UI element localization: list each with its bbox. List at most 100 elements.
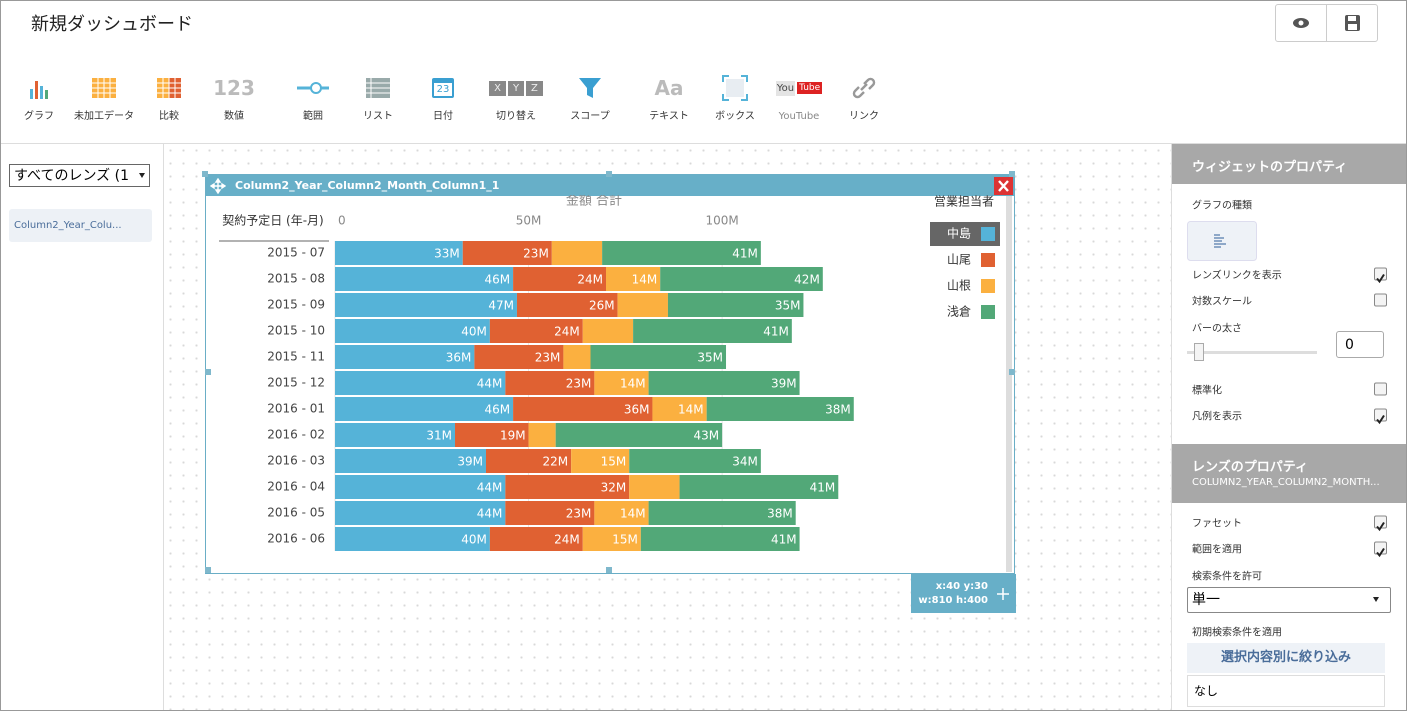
toolbar-icon: Aa [636, 71, 702, 105]
preview-button[interactable] [1276, 5, 1327, 41]
toolbar-item[interactable]: グラフ [6, 71, 72, 123]
lens-item[interactable]: Column2_Year_Colu... [9, 209, 152, 242]
resize-handle[interactable] [1009, 171, 1015, 177]
resize-handle[interactable] [202, 171, 208, 177]
dropdown-arrow [139, 173, 145, 178]
data-label: 46M [484, 403, 510, 417]
search-mode-select[interactable]: 単一 [1187, 587, 1391, 613]
lens-filter-select[interactable]: すべてのレンズ (1 [9, 164, 150, 187]
page-title: 新規ダッシュボード [31, 14, 193, 35]
toolbar-item[interactable]: スコープ [557, 71, 623, 123]
bar-segment [505, 475, 630, 499]
filter-button-text: 選択内容別に絞り込み [1220, 650, 1351, 665]
toolbar-item[interactable]: Aa テキスト [636, 71, 702, 123]
section-title: ウィジェットのプロパティ [1192, 160, 1348, 175]
toolbar-item[interactable]: 範囲 [280, 71, 346, 123]
resize-handle[interactable] [606, 567, 612, 573]
divider [1326, 5, 1327, 41]
lens-panel: すべてのレンズ (1 Column2_Year_Colu... [1, 144, 164, 710]
data-label: 23M [535, 351, 561, 365]
toolbar-item[interactable]: リスト [345, 71, 411, 123]
data-label: 44M [477, 507, 503, 521]
bar-segment [640, 527, 800, 551]
bar-segment [335, 449, 486, 473]
resize-handle[interactable] [205, 567, 211, 573]
toolbar-item[interactable]: 23 日付 [410, 71, 476, 123]
category-label: 2015 - 09 [267, 298, 325, 312]
chart-type-button[interactable] [1187, 221, 1257, 261]
category-label: 2016 - 06 [267, 532, 325, 546]
legend-label[interactable]: 山尾 [947, 253, 971, 267]
bar-segment [335, 241, 463, 265]
data-label: 15M [601, 455, 627, 469]
toolbar-label: YouTube [778, 111, 820, 122]
bar-segment [516, 293, 618, 317]
toolbar-item[interactable]: ボックス [702, 71, 768, 123]
field-label: 範囲を適用 [1192, 544, 1242, 556]
data-label: 41M [732, 247, 758, 261]
close-button[interactable] [994, 177, 1013, 195]
legend-label[interactable]: 中島 [947, 226, 971, 241]
icon-glyph [157, 78, 181, 98]
field-label: バーの太さ [1192, 323, 1242, 335]
toolbar-item[interactable]: You Tube YouTube [766, 71, 832, 123]
checkbox[interactable] [1374, 408, 1387, 425]
toolbar-item[interactable]: リンク [831, 71, 897, 123]
checkbox[interactable] [1374, 541, 1387, 558]
category-label: 2016 - 04 [267, 480, 325, 494]
checkbox[interactable] [1374, 515, 1387, 532]
legend-title: 営業担当者 [934, 195, 994, 209]
checkbox[interactable] [1374, 382, 1387, 396]
toolbar-item[interactable]: 未加工データ [71, 71, 137, 123]
field-label: レンズリンクを表示 [1192, 270, 1282, 282]
icon-glyph [30, 81, 48, 99]
resize-handle[interactable] [205, 369, 211, 375]
check-mark [1376, 547, 1385, 558]
checkbox[interactable] [1374, 293, 1387, 307]
bar-segment [528, 423, 556, 447]
data-label: 34M [732, 455, 758, 469]
toolbar-item[interactable]: 比較 [136, 71, 202, 123]
category-label: 2015 - 12 [267, 376, 325, 390]
checkbox[interactable] [1374, 267, 1387, 284]
field-label: 凡例を表示 [1192, 411, 1242, 423]
widget-title: Column2_Year_Column2_Month_Column1_1 [235, 179, 500, 192]
icon-glyph [92, 78, 116, 98]
legend-swatch [981, 305, 995, 319]
legend-label[interactable]: 浅倉 [947, 304, 971, 319]
move-icon[interactable] [996, 587, 1010, 601]
filter-button[interactable]: 選択内容別に絞り込み [1187, 643, 1385, 673]
bar-segment [563, 345, 591, 369]
move-icon[interactable] [210, 178, 226, 194]
toolbar-item[interactable]: 123 数値 [201, 71, 267, 123]
icon-glyph [366, 78, 390, 98]
data-label: 40M [461, 325, 487, 339]
toolbar-item[interactable]: X Y Z 切り替え [483, 71, 549, 123]
bar-segment [462, 241, 552, 265]
icon-glyph [852, 77, 876, 99]
data-label: 44M [477, 377, 503, 391]
bar-segment [513, 267, 606, 291]
chart: 金額 合計 契約予定日 (年-月) 営業担当者 0 50M 100M 2015 - 0… [219, 195, 1000, 551]
data-label: 14M [620, 507, 646, 521]
check-mark [1376, 414, 1385, 425]
data-label: 23M [566, 507, 592, 521]
check-mark [1376, 521, 1385, 532]
bar-segment [335, 267, 514, 291]
section-subtitle: COLUMN2_YEAR_COLUMN2_MONTH... [1192, 477, 1380, 488]
slider-thumb[interactable] [1194, 343, 1204, 361]
field-label: ファセット [1192, 518, 1242, 530]
legend-label[interactable]: 山根 [947, 279, 971, 293]
resize-handle[interactable] [606, 171, 612, 177]
save-button[interactable] [1327, 5, 1377, 41]
toolbar-label: グラフ [24, 111, 54, 122]
resize-handle[interactable] [1009, 369, 1015, 375]
icon-text: X [489, 80, 506, 96]
category-label: 2016 - 01 [267, 402, 325, 416]
bar-segment [629, 475, 680, 499]
bar-width-input[interactable]: 0 [1336, 331, 1384, 358]
data-label: 35M [697, 351, 723, 365]
section-header: レンズのプロパティ COLUMN2_YEAR_COLUMN2_MONTH... [1172, 444, 1406, 503]
bar-segment [629, 449, 761, 473]
